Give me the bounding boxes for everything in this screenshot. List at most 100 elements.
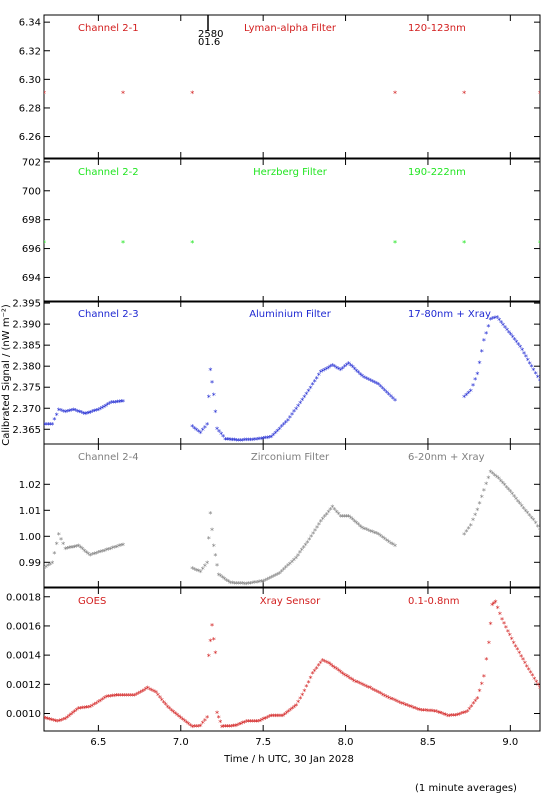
data-point: * <box>74 543 79 552</box>
data-point: * <box>362 374 367 383</box>
data-point: * <box>302 688 307 697</box>
data-point: * <box>136 690 141 699</box>
data-point: * <box>312 667 317 676</box>
data-point: * <box>203 563 208 572</box>
data-point: * <box>228 580 233 589</box>
footnote: (1 minute averages) <box>415 783 517 794</box>
panel-frame <box>43 587 541 732</box>
data-point: * <box>473 376 478 385</box>
data-point: * <box>495 604 500 613</box>
data-point: * <box>338 366 343 375</box>
data-point: * <box>317 521 322 530</box>
data-point: * <box>190 423 195 432</box>
data-point: * <box>253 436 258 445</box>
data-point: * <box>71 544 76 553</box>
data-point: * <box>304 391 309 400</box>
data-point: * <box>307 536 312 545</box>
data-point: * <box>465 708 470 717</box>
data-point: * <box>203 424 208 433</box>
data-point: * <box>208 366 213 375</box>
data-point: * <box>108 693 113 702</box>
data-point: * <box>462 531 467 540</box>
data-point: * <box>54 541 59 550</box>
data-point: * <box>288 414 293 423</box>
data-point: * <box>304 683 309 692</box>
y-tick-label: 2.390 <box>12 320 41 331</box>
data-point: * <box>63 545 68 554</box>
data-point: * <box>53 718 58 727</box>
data-point: * <box>213 650 218 659</box>
data-point: * <box>294 405 299 414</box>
data-point: * <box>246 580 251 589</box>
data-point: * <box>482 673 487 682</box>
data-point: * <box>521 656 526 665</box>
data-point: * <box>261 435 266 444</box>
data-point: * <box>322 513 327 522</box>
x-axis: 6.5 7.0 7.5 8.0 8.5 9.0 <box>90 737 518 748</box>
data-point: * <box>50 421 55 430</box>
data-point: * <box>252 718 257 727</box>
data-point: * <box>518 343 523 352</box>
data-point: * <box>61 541 66 550</box>
data-point: * <box>508 331 513 340</box>
data-point: * <box>445 712 450 721</box>
data-point: * <box>198 723 203 732</box>
data-point: * <box>208 510 213 519</box>
y-tick-label: 6.30 <box>19 75 41 86</box>
data-point: * <box>173 710 178 719</box>
data-point: * <box>318 660 323 669</box>
data-point: * <box>231 723 236 732</box>
data-point: * <box>526 666 531 675</box>
data-point: * <box>503 324 508 333</box>
y-tick-label: 6.28 <box>19 103 41 114</box>
data-point: * <box>288 560 293 569</box>
data-point: * <box>346 674 351 683</box>
data-point: * <box>475 371 480 380</box>
data-point: * <box>244 580 249 589</box>
panel-channel-label: Channel 2-3 <box>78 309 139 320</box>
data-point: * <box>519 653 524 662</box>
y-tick-label: 698 <box>22 215 41 226</box>
y-tick-label: 2.380 <box>12 362 41 373</box>
data-point: * <box>330 663 335 672</box>
data-point: * <box>479 680 484 689</box>
panel-channel-label: Channel 2-2 <box>78 167 139 178</box>
data-point: * <box>531 366 536 375</box>
data-point: * <box>336 667 341 676</box>
panel-band-label: 17-80nm + Xray <box>408 309 491 320</box>
data-point: * <box>87 409 92 418</box>
data-point: * <box>490 315 495 324</box>
data-point: * <box>479 493 484 502</box>
data-point: * <box>271 573 276 582</box>
data-point: * <box>401 701 406 710</box>
data-point: * <box>311 530 316 539</box>
data-point: * <box>364 526 369 535</box>
data-point: * <box>205 714 210 723</box>
data-point: * <box>380 534 385 543</box>
data-point: * <box>224 577 229 586</box>
data-point: * <box>180 716 185 725</box>
data-point: * <box>527 360 532 369</box>
data-point: * <box>471 382 476 391</box>
data-point: * <box>108 545 113 554</box>
data-point: * <box>493 599 498 608</box>
data-point: * <box>284 709 289 718</box>
data-point: * <box>523 507 528 516</box>
data-point: * <box>482 337 487 346</box>
data-point: * <box>484 656 489 665</box>
data-point: * <box>147 686 152 695</box>
data-point: * <box>277 712 282 721</box>
data-point: * <box>468 522 473 531</box>
data-point: * <box>432 708 437 717</box>
data-point: * <box>320 657 325 666</box>
data-point: * <box>55 718 60 727</box>
data-point: * <box>372 687 377 696</box>
data-point: * <box>464 392 469 401</box>
data-point: * <box>69 711 74 720</box>
data-point: * <box>277 425 282 434</box>
marker-annotation-text: 2580 <box>198 29 223 40</box>
data-point: * <box>327 660 332 669</box>
data-point: * <box>156 691 161 700</box>
data-point: * <box>301 544 306 553</box>
data-point: * <box>186 720 191 729</box>
